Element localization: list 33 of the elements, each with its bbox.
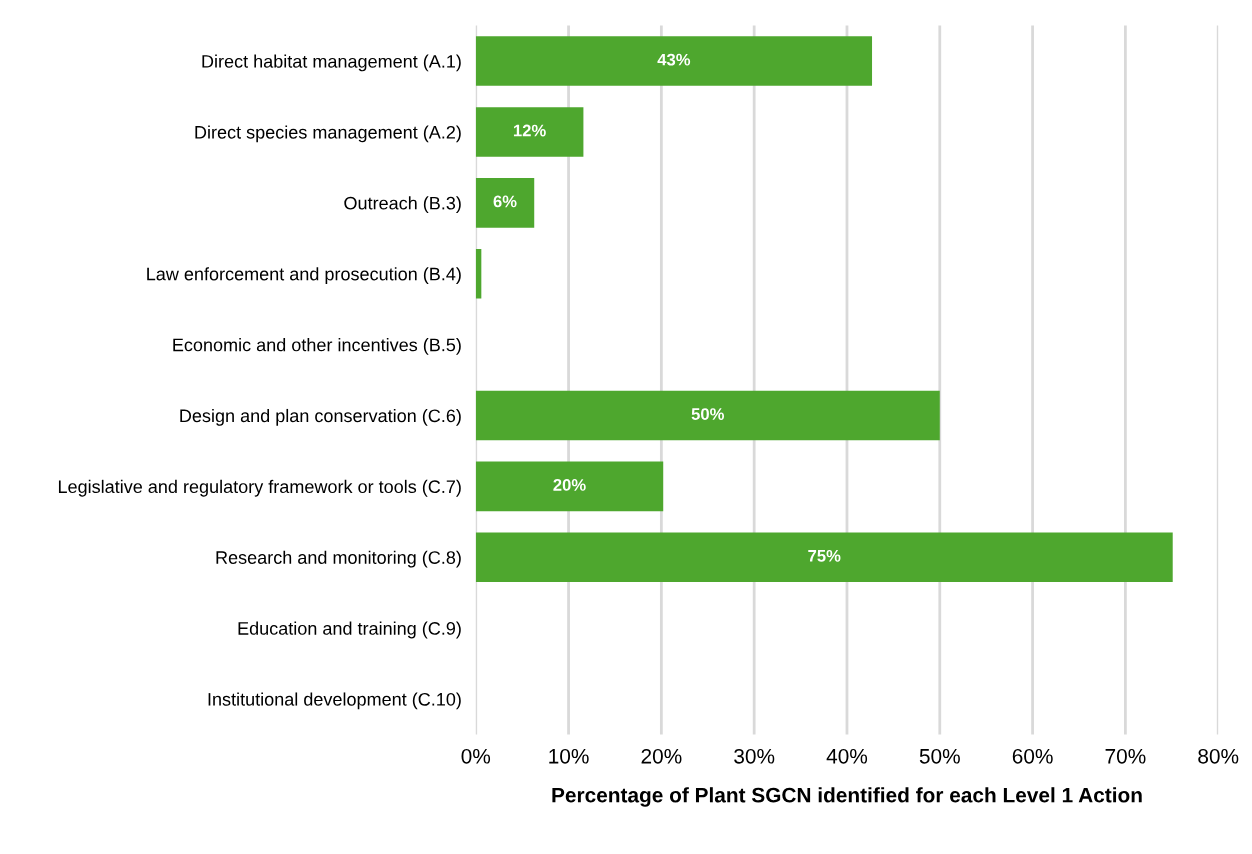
x-tick-label: 30%	[734, 748, 775, 764]
x-tick-label: 60%	[1012, 748, 1053, 764]
y-tick-label: Institutional development (C.10)	[208, 692, 461, 710]
y-tick-label: Law enforcement and prosecution (B.4)	[147, 267, 461, 284]
data-label: 20%	[553, 479, 586, 491]
data-label: 6%	[493, 195, 517, 208]
data-label: 50%	[691, 408, 725, 420]
x-tick-label: 10%	[549, 748, 589, 764]
x-tick-label: 20%	[641, 748, 682, 764]
data-label: 43%	[657, 53, 691, 66]
x-axis-title: Percentage of Plant SGCN identified for each Level 1 Action	[552, 787, 1142, 807]
data-label: 75%	[808, 549, 841, 562]
y-tick-label: Outreach (B.3)	[344, 196, 461, 214]
y-tick-label: Research and monitoring (C.8)	[216, 550, 461, 568]
y-tick-label: Legislative and regulatory framework or tools (C.7)	[58, 479, 461, 497]
x-tick-label: 70%	[1105, 748, 1146, 764]
bar	[475, 178, 535, 228]
bar	[475, 248, 482, 299]
y-tick-label: Direct habitat management (A.1)	[202, 54, 461, 72]
y-tick-label: Design and plan conservation (C.6)	[180, 408, 461, 426]
x-tick-label: 50%	[919, 748, 960, 764]
bar	[475, 390, 940, 441]
data-label: 12%	[513, 124, 546, 137]
y-tick-label: Economic and other incentives (B.5)	[173, 338, 461, 355]
bar	[475, 532, 1173, 583]
x-tick-label: 40%	[826, 748, 868, 764]
y-tick-label: Direct species management (A.2)	[195, 125, 461, 143]
y-tick-label: Education and training (C.9)	[238, 621, 461, 639]
bar	[475, 107, 584, 157]
x-tick-label: 80%	[1198, 748, 1239, 764]
bar	[475, 36, 873, 86]
x-tick-label: 0%	[461, 748, 491, 764]
bar	[475, 461, 664, 512]
